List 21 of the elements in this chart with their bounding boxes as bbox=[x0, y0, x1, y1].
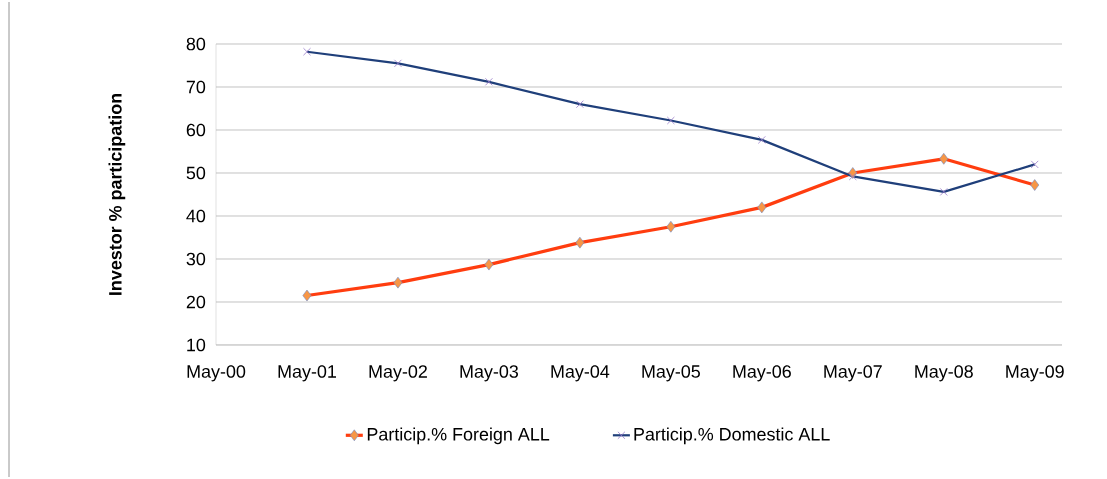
x-tick-label: May-02 bbox=[369, 365, 427, 382]
legend-label: Particip.% Domestic ALL bbox=[634, 427, 830, 445]
y-tick-label: 20 bbox=[186, 295, 206, 309]
x-tick-label: May-03 bbox=[460, 365, 519, 382]
x-tick-label: May-04 bbox=[551, 365, 610, 382]
y-axis-title: Investor % participation bbox=[108, 93, 126, 295]
x-tick-label: May-01 bbox=[278, 365, 336, 382]
x-tick-label: May-05 bbox=[642, 365, 700, 382]
legend-label: Particip.% Foreign ALL bbox=[367, 427, 550, 445]
x-tick-label: May-00 bbox=[187, 365, 246, 382]
y-tick-label: 40 bbox=[186, 209, 206, 223]
y-tick-label: 60 bbox=[186, 123, 206, 137]
x-tick-label: May-08 bbox=[915, 365, 973, 382]
x-tick-label: May-06 bbox=[733, 365, 791, 382]
y-tick-label: 50 bbox=[186, 166, 206, 180]
y-tick-label: 80 bbox=[186, 37, 206, 51]
y-tick-label: 10 bbox=[187, 338, 206, 352]
y-tick-label: 30 bbox=[186, 252, 206, 266]
y-tick-label: 70 bbox=[186, 80, 206, 94]
x-tick-label: May-07 bbox=[824, 365, 882, 382]
x-tick-label: May-09 bbox=[1006, 365, 1064, 382]
